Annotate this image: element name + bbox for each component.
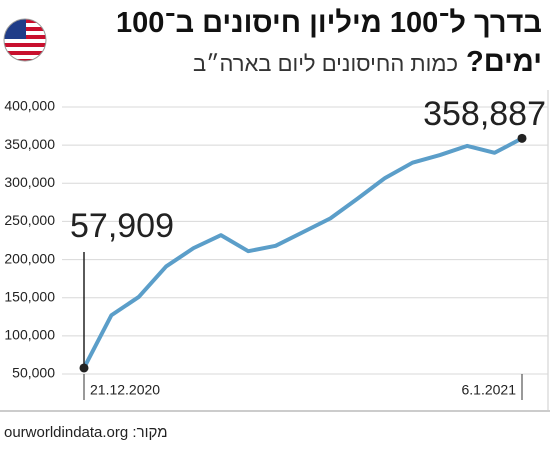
chart-subtitle: כמות החיסונים ליום בארה״ב xyxy=(193,51,458,76)
x-tick-label: 21.12.2020 xyxy=(90,382,160,398)
flag xyxy=(3,18,47,62)
point xyxy=(79,363,89,373)
y-tick-label: 200,000 xyxy=(4,250,55,266)
y-tick-label: 100,000 xyxy=(4,327,55,343)
y-tick-label: 50,000 xyxy=(12,365,55,381)
source: מקור: ourworldindata.org xyxy=(4,424,168,441)
value-label: 358,887 xyxy=(423,95,546,133)
point xyxy=(517,133,527,143)
y-tick-label: 400,000 xyxy=(4,98,55,114)
y-tick-label: 150,000 xyxy=(4,288,55,304)
y-tick-label: 300,000 xyxy=(4,174,55,190)
header: בדרך ל־100 מיליון חיסונים ב־100 ימים?כמו… xyxy=(64,6,542,84)
y-tick-label: 250,000 xyxy=(4,212,55,228)
y-tick-label: 350,000 xyxy=(4,136,55,152)
value-label: 57,909 xyxy=(70,207,174,245)
line xyxy=(82,136,523,369)
chart-title: בדרך ל־100 מיליון חיסונים ב־100 ימים? xyxy=(115,7,542,78)
x-tick-label: 6.1.2021 xyxy=(462,382,517,398)
